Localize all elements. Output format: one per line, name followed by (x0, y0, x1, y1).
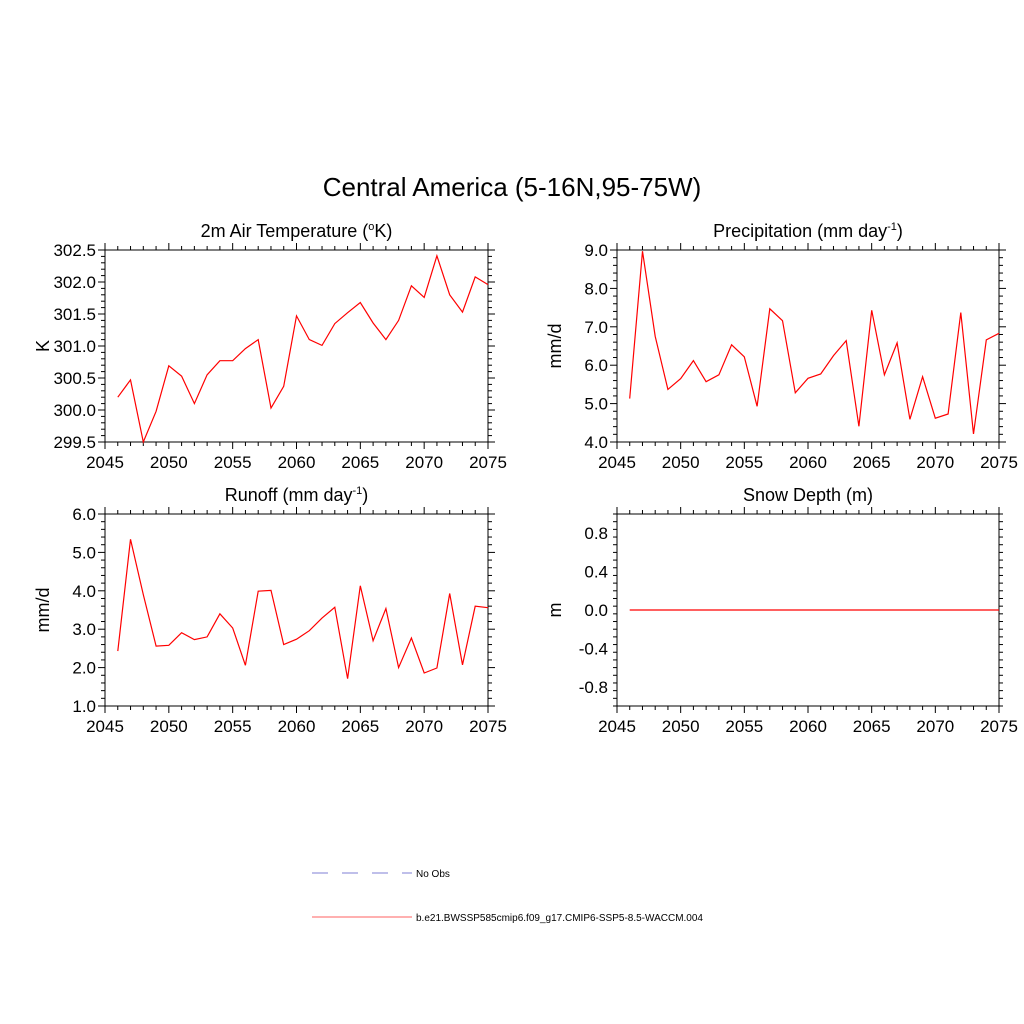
x-tick-label: 2050 (150, 453, 188, 472)
x-tick-label: 2075 (469, 453, 507, 472)
y-tick-label: 301.0 (53, 337, 96, 356)
legend: No Obs b.e21.BWSSP585cmip6.f09_g17.CMIP6-… (312, 869, 703, 924)
y-tick-label: 301.5 (53, 305, 96, 324)
panel-temperature: 2m Air Temperature (oK) K 2045 2050 2055 2060… (33, 221, 507, 472)
y-tick-label: 0.8 (584, 524, 608, 543)
panel-title-text: Snow Depth (m) (743, 485, 873, 505)
y-axis-label: m (545, 603, 565, 618)
x-tick-label: 2050 (150, 717, 188, 736)
panel-title-suffix: ) (362, 485, 368, 505)
panel-title-suffix: K) (374, 221, 392, 241)
panel-title: 2m Air Temperature (oK) (201, 221, 393, 241)
y-axis-label: mm/d (545, 324, 565, 369)
y-tick-label: 300.0 (53, 401, 96, 420)
x-tick-label: 2045 (86, 453, 124, 472)
plot-frame (104, 513, 489, 707)
y-tick-label: 302.5 (53, 241, 96, 260)
x-tick-label: 2065 (853, 717, 891, 736)
x-tick-label: 2060 (789, 453, 827, 472)
series-line (117, 539, 489, 679)
y-tick-label: 299.5 (53, 433, 96, 452)
plot-frame (616, 249, 1000, 443)
x-tick-label: 2065 (341, 453, 379, 472)
y-tick-label: 4.0 (72, 582, 96, 601)
plot-frame (104, 249, 489, 443)
y-tick-label: 6.0 (72, 505, 96, 524)
x-tick-label: 2065 (341, 717, 379, 736)
y-tick-label: 6.0 (584, 356, 608, 375)
x-tick-label: 2075 (469, 717, 507, 736)
x-tick-label: 2060 (789, 717, 827, 736)
x-tick-label: 2070 (916, 717, 954, 736)
panel-title: Precipitation (mm day-1) (713, 221, 903, 241)
y-tick-label: 0.0 (584, 601, 608, 620)
y-tick-label: 8.0 (584, 279, 608, 298)
x-tick-label: 2075 (980, 717, 1018, 736)
panel-title-superscript: o (368, 221, 374, 233)
x-tick-label: 2070 (916, 453, 954, 472)
panel-title: Runoff (mm day-1) (225, 485, 369, 505)
x-tick-label: 2055 (725, 717, 763, 736)
x-tick-label: 2070 (405, 453, 443, 472)
x-tick-label: 2070 (405, 717, 443, 736)
x-tick-label: 2045 (598, 453, 636, 472)
x-tick-label: 2060 (278, 453, 316, 472)
panel-title: Snow Depth (m) (743, 485, 873, 505)
x-tick-label: 2045 (86, 717, 124, 736)
legend-label-1: No Obs (416, 869, 450, 880)
x-tick-label: 2045 (598, 717, 636, 736)
series-line (117, 253, 489, 445)
y-tick-label: -0.4 (579, 639, 608, 658)
y-tick-label: 300.5 (53, 369, 96, 388)
x-tick-label: 2055 (725, 453, 763, 472)
y-tick-label: 7.0 (584, 318, 608, 337)
x-tick-label: 2060 (278, 717, 316, 736)
y-axis-label: K (33, 340, 53, 352)
panel-title-suffix: ) (897, 221, 903, 241)
y-tick-label: 9.0 (584, 241, 608, 260)
panel-runoff: Runoff (mm day-1) mm/d 2045 2050 2055 2060 206… (33, 485, 507, 736)
y-tick-label: 0.4 (584, 563, 608, 582)
x-tick-label: 2075 (980, 453, 1018, 472)
y-tick-label: 4.0 (584, 433, 608, 452)
x-tick-label: 2065 (853, 453, 891, 472)
y-tick-label: 1.0 (72, 697, 96, 716)
panel-precipitation: Precipitation (mm day-1) mm/d 2045 2050 2055… (545, 221, 1018, 472)
y-tick-label: 5.0 (584, 395, 608, 414)
panel-title-text: Precipitation (mm day (713, 221, 887, 241)
figure-title: Central America (5-16N,95-75W) (323, 172, 702, 202)
y-tick-label: -0.8 (579, 678, 608, 697)
panel-title-text: 2m Air Temperature ( (201, 221, 369, 241)
panel-snow-depth: Snow Depth (m) m 2045 2050 2055 2060 2065 2070 2… (545, 485, 1018, 736)
panel-title-superscript: -1 (887, 221, 897, 233)
x-tick-label: 2055 (214, 453, 252, 472)
y-tick-label: 5.0 (72, 543, 96, 562)
x-tick-label: 2050 (662, 453, 700, 472)
panel-title-superscript: -1 (352, 485, 362, 497)
panels: 2m Air Temperature (oK) K 2045 2050 2055 2060… (33, 221, 1018, 736)
y-tick-label: 302.0 (53, 273, 96, 292)
x-tick-label: 2050 (662, 717, 700, 736)
y-tick-label: 3.0 (72, 620, 96, 639)
legend-label-2: b.e21.BWSSP585cmip6.f09_g17.CMIP6-SSP5-8… (416, 913, 703, 924)
y-axis-label: mm/d (33, 588, 53, 633)
panel-title-text: Runoff (mm day (225, 485, 353, 505)
x-tick-label: 2055 (214, 717, 252, 736)
series-line (629, 251, 1000, 434)
y-tick-label: 2.0 (72, 659, 96, 678)
